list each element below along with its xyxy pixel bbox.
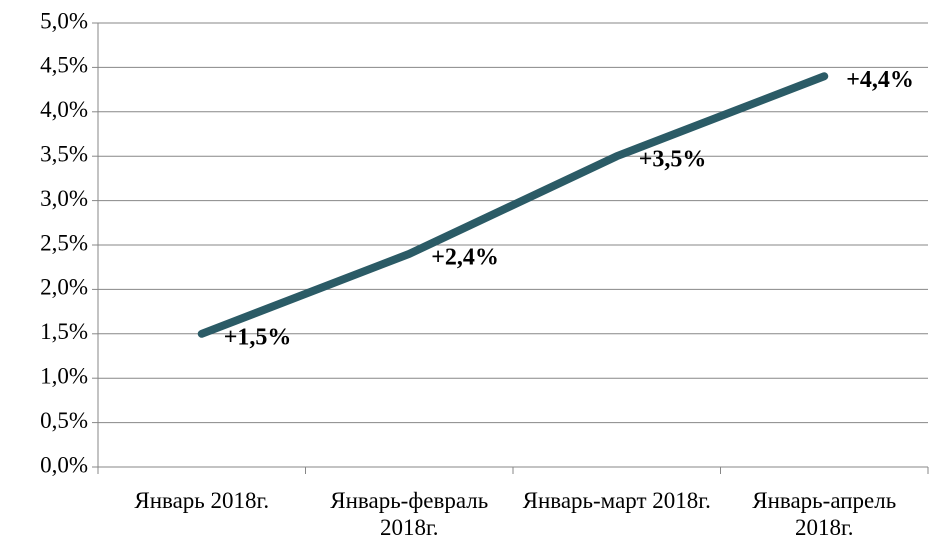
y-tick-label: 0,5% — [40, 408, 88, 433]
data-label: +1,5% — [224, 324, 292, 350]
x-tick-label: Январь-апрель 2018г. — [752, 488, 897, 540]
x-tick-label: Январь-февраль 2018г. — [330, 488, 489, 540]
data-label: +4,4% — [846, 67, 914, 93]
y-tick-label: 1,0% — [40, 363, 88, 388]
x-tick-label: Январь-март 2018г. — [522, 488, 711, 513]
y-tick-label: 2,0% — [40, 275, 88, 300]
y-tick-label: 4,0% — [40, 97, 88, 122]
data-label: +3,5% — [639, 147, 707, 173]
line — [197, 72, 829, 338]
y-tick-label: 1,5% — [40, 319, 88, 344]
data-label: +2,4% — [431, 244, 499, 270]
y-tick-label: 3,5% — [40, 141, 88, 166]
y-tick-label: 4,5% — [40, 53, 88, 78]
y-tick-label: 3,0% — [40, 186, 88, 211]
y-tick-label: 0,0% — [40, 452, 88, 477]
y-tick-label: 5,0% — [40, 8, 88, 33]
y-tick-label: 2,5% — [40, 230, 88, 255]
x-tick-label: Январь 2018г. — [134, 488, 270, 513]
